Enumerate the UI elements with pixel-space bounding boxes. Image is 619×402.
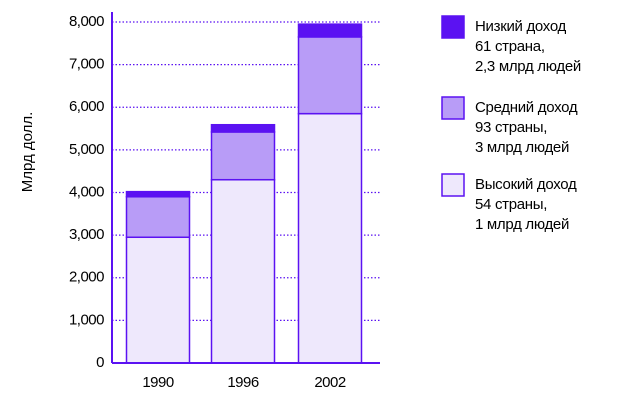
y-tick-label: 5,000 [69, 141, 104, 158]
legend-text-high: 1 млрд людей [475, 216, 569, 233]
y-tick-label: 6,000 [69, 98, 104, 115]
bar-1990-low [125, 190, 191, 198]
y-tick-labels: 0 1,000 2,000 3,000 4,000 5,000 6,000 7,000 8,00… [69, 13, 105, 371]
legend-text-low: Низкий доход [475, 18, 567, 35]
legend-swatch-low [441, 15, 465, 39]
legend: Низкий доход 61 страна, 2,3 млрд людей Сред… [441, 15, 581, 233]
x-tick-label-1990: 1990 [142, 374, 174, 391]
legend-swatch-middle [441, 96, 465, 120]
legend-text-middle: 3 млрд людей [475, 139, 569, 156]
bar-1996-low [210, 123, 276, 133]
bar-2002-high [297, 112, 363, 364]
legend-item-high: Высокий доход 54 страны, 1 млрд людей [441, 173, 577, 233]
y-axis-label: Млрд долл. [19, 112, 36, 193]
legend-item-low: Низкий доход 61 страна, 2,3 млрд людей [441, 15, 581, 75]
legend-item-middle: Средний доход 93 страны, 3 млрд людей [441, 96, 578, 156]
y-tick-label: 0 [96, 354, 104, 371]
legend-swatch-high [441, 173, 465, 197]
legend-text-middle: Средний доход [475, 99, 578, 116]
x-tick-label-2002: 2002 [314, 374, 346, 391]
y-tick-label: 2,000 [69, 269, 104, 286]
x-tick-labels: 1990 1996 2002 [142, 374, 346, 391]
bars [125, 23, 363, 364]
y-tick-label: 7,000 [69, 56, 104, 73]
y-tick-label: 3,000 [69, 226, 104, 243]
legend-text-middle: 93 страны, [475, 119, 547, 136]
bar-1990-middle [125, 196, 191, 239]
legend-text-low: 2,3 млрд людей [475, 58, 581, 75]
bar-1990-high [125, 236, 191, 364]
bar-2002-middle [297, 36, 363, 115]
legend-text-high: 54 страны, [475, 196, 547, 213]
bar-1996-high [210, 178, 276, 364]
bar-2002-low [297, 23, 363, 38]
axes [111, 12, 380, 364]
y-tick-label: 4,000 [69, 183, 104, 200]
y-tick-label: 1,000 [69, 311, 104, 328]
y-tick-label: 8,000 [69, 13, 104, 30]
legend-text-low: 61 страна, [475, 38, 545, 55]
bar-1996-middle [210, 131, 276, 181]
legend-text-high: Высокий доход [475, 176, 577, 193]
x-tick-label-1996: 1996 [227, 374, 259, 391]
